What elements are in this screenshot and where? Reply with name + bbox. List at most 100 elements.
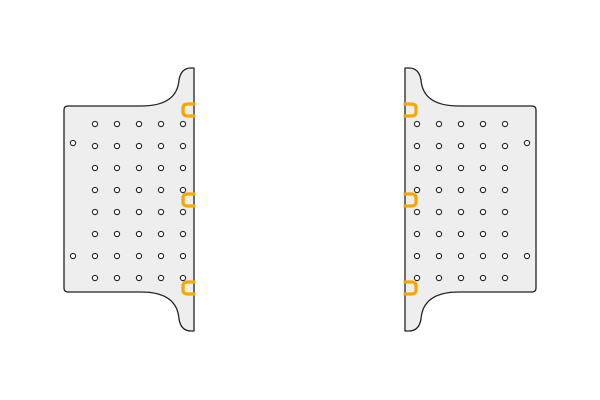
edge-hole [523,252,531,260]
peg-hole [113,186,121,194]
peg-hole [91,208,99,216]
peg-hole [113,208,121,216]
peg-hole [135,164,143,172]
peg-hole [501,208,509,216]
peg-hole [435,142,443,150]
peg-hole [157,274,165,282]
peg-hole [435,186,443,194]
peg-hole [479,186,487,194]
peg-hole [413,120,421,128]
peg-hole [457,208,465,216]
peg-hole [91,120,99,128]
peg-hole [135,208,143,216]
peg-hole [413,142,421,150]
peg-hole [501,186,509,194]
peg-hole [479,164,487,172]
peg-hole [135,120,143,128]
left-panel-holes [69,120,187,282]
peg-hole [479,252,487,260]
peg-hole [457,274,465,282]
peg-hole [113,230,121,238]
peg-hole [135,186,143,194]
peg-hole [413,208,421,216]
peg-hole [113,164,121,172]
right-panel [403,67,537,332]
peg-hole [457,252,465,260]
clip-bottom-right [403,280,418,296]
peg-hole [479,142,487,150]
clip-bottom-left [181,280,196,296]
peg-hole [91,142,99,150]
peg-hole [157,142,165,150]
peg-hole [413,164,421,172]
peg-hole [501,252,509,260]
peg-hole [179,120,187,128]
peg-hole [479,230,487,238]
peg-hole [457,164,465,172]
peg-hole [435,208,443,216]
peg-hole [179,186,187,194]
edge-hole [523,139,531,147]
left-panel [63,67,196,332]
peg-hole [501,274,509,282]
peg-hole [113,252,121,260]
peg-hole [91,164,99,172]
peg-hole [157,208,165,216]
peg-hole [413,230,421,238]
peg-hole [413,252,421,260]
peg-hole [435,274,443,282]
peg-hole [179,230,187,238]
peg-hole [157,164,165,172]
peg-hole [179,252,187,260]
peg-hole [135,274,143,282]
peg-hole [113,142,121,150]
peg-hole [157,120,165,128]
peg-hole [91,186,99,194]
peg-hole [435,252,443,260]
clip-middle-left [181,192,196,208]
peg-hole [501,230,509,238]
peg-hole [457,186,465,194]
peg-hole [413,274,421,282]
peg-hole [157,252,165,260]
peg-hole [457,120,465,128]
peg-hole [91,252,99,260]
clip-top-right [403,102,418,118]
clip-top-left [181,102,196,118]
left-panel-body [63,67,195,332]
peg-hole [135,230,143,238]
peg-hole [91,274,99,282]
peg-hole [135,252,143,260]
edge-hole [69,252,77,260]
peg-hole [113,120,121,128]
peg-hole [435,230,443,238]
peg-hole [91,230,99,238]
peg-hole [179,142,187,150]
peg-hole [179,164,187,172]
peg-hole [113,274,121,282]
clip-middle-right [403,192,418,208]
peg-hole [435,120,443,128]
peg-hole [179,274,187,282]
peg-hole [413,186,421,194]
peg-hole [501,142,509,150]
peg-hole [479,208,487,216]
peg-hole [179,208,187,216]
right-panel-clips [403,102,418,296]
left-panel-clips [181,102,196,296]
peg-hole [435,164,443,172]
peg-hole [157,186,165,194]
peg-hole [501,164,509,172]
peg-hole [479,274,487,282]
right-panel-body [404,67,537,332]
peg-hole [457,142,465,150]
peg-hole [157,230,165,238]
peg-hole [135,142,143,150]
peg-hole [479,120,487,128]
edge-hole [69,139,77,147]
peg-hole [457,230,465,238]
right-panel-holes [413,120,531,282]
peg-hole [501,120,509,128]
